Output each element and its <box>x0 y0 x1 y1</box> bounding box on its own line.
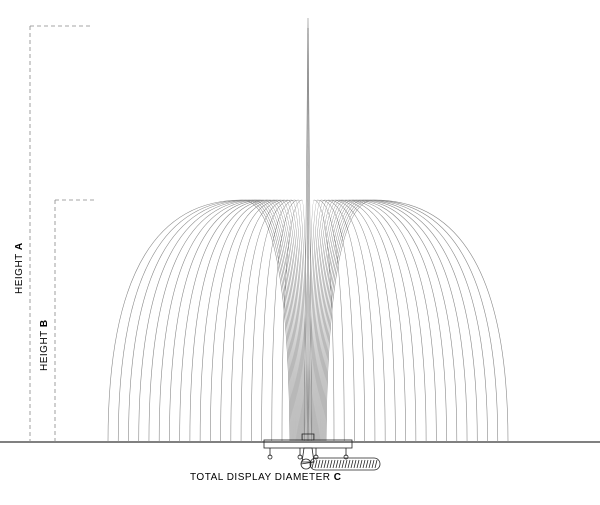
spray-arc <box>346 200 426 442</box>
spray-arc <box>270 200 298 442</box>
pump-assembly <box>301 458 380 470</box>
spray-arc <box>324 200 367 442</box>
label-diameter-c: TOTAL DISPLAY DIAMETER C <box>190 472 342 483</box>
spray-arc <box>251 200 291 442</box>
spray-arc <box>108 200 242 442</box>
spray-arc <box>342 200 416 442</box>
spray-arc <box>349 200 436 442</box>
spray-arc <box>325 200 371 442</box>
spray-arc <box>246 200 292 442</box>
spray-arc <box>356 200 456 442</box>
spray-arc <box>159 200 259 442</box>
fountain-spray-diagram: HEIGHT A HEIGHT B TOTAL DISPLAY DIAMETER C <box>0 0 600 505</box>
spray-arc <box>249 200 292 442</box>
spray-arc <box>325 200 365 442</box>
spray-arc <box>200 200 274 442</box>
spray-arc <box>374 200 508 442</box>
spray-arc <box>370 200 497 442</box>
spray-arc <box>190 200 270 442</box>
spray-arc <box>118 200 245 442</box>
spray-arc <box>360 200 467 442</box>
spray-arc <box>339 200 406 442</box>
label-height-a: HEIGHT A <box>14 242 25 294</box>
spray-arc <box>231 200 285 442</box>
spray-arc <box>210 200 277 442</box>
spray-arc <box>149 200 256 442</box>
spray-arc <box>180 200 267 442</box>
label-height-b: HEIGHT B <box>39 319 50 371</box>
spray-arc <box>332 200 386 442</box>
spray-arc <box>318 200 346 442</box>
